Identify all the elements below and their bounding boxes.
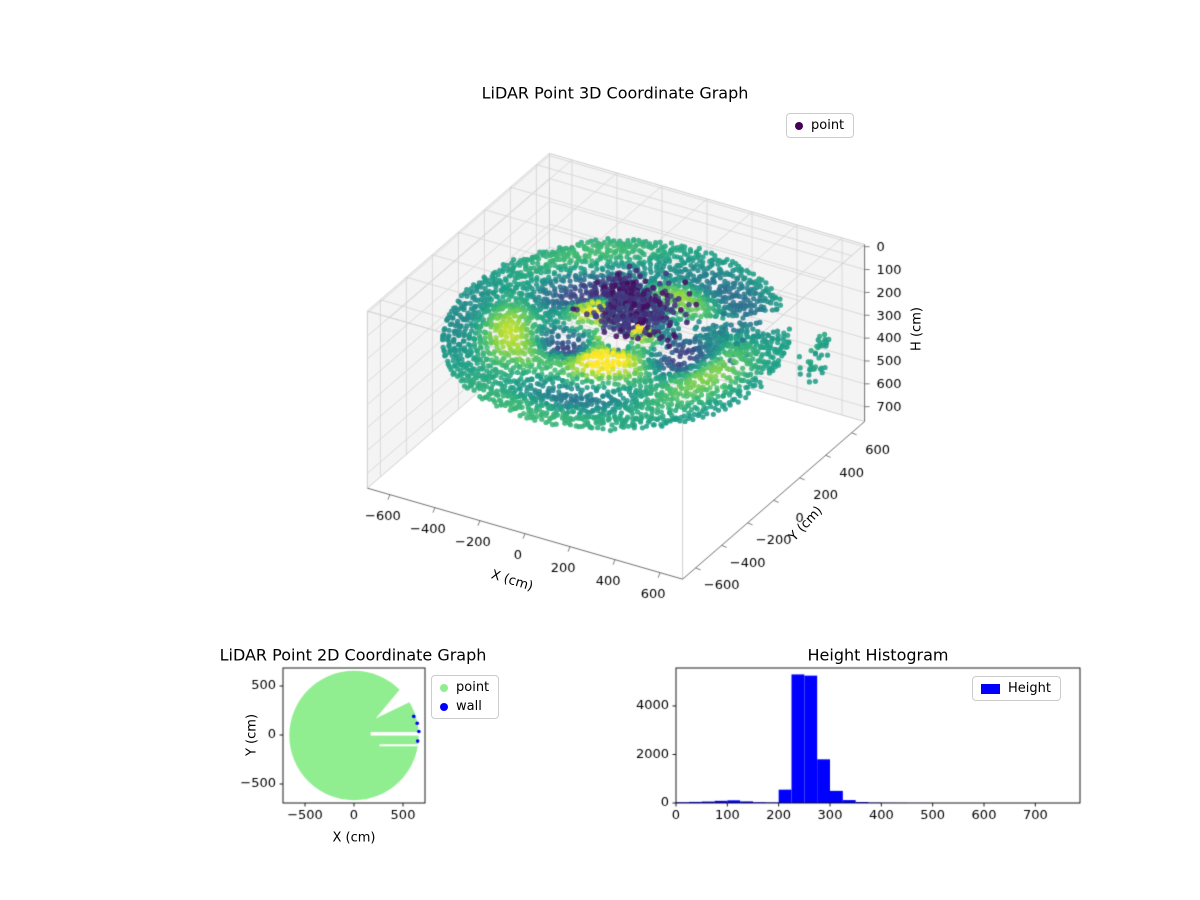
height-patch-icon [981, 683, 1000, 694]
3d-h-axis-label: H (cm) [909, 307, 925, 351]
legend-entry-point: point [795, 117, 844, 134]
histogram-legend: Height [972, 676, 1061, 701]
legend-entry-wall: wall [440, 698, 489, 715]
3d-legend: point [786, 113, 855, 138]
legend-label-point: point [811, 118, 845, 133]
2d-legend: point wall [431, 675, 500, 719]
legend-label-height: Height [1008, 681, 1051, 696]
2d-chart-title: LiDAR Point 2D Coordinate Graph [219, 645, 487, 665]
wall-marker-icon [440, 702, 448, 711]
3d-chart-title: LiDAR Point 3D Coordinate Graph [481, 83, 749, 103]
legend-entry-height: Height [981, 680, 1051, 697]
histogram-title: Height Histogram [807, 645, 949, 665]
2d-y-axis-label: Y (cm) [244, 713, 260, 757]
2d-x-axis-label: X (cm) [332, 830, 376, 846]
point-marker-icon [795, 121, 803, 130]
legend-entry-point: point [440, 679, 489, 696]
legend-label-point: point [456, 680, 490, 695]
legend-label-wall: wall [456, 699, 482, 714]
point-marker-icon [440, 683, 448, 692]
